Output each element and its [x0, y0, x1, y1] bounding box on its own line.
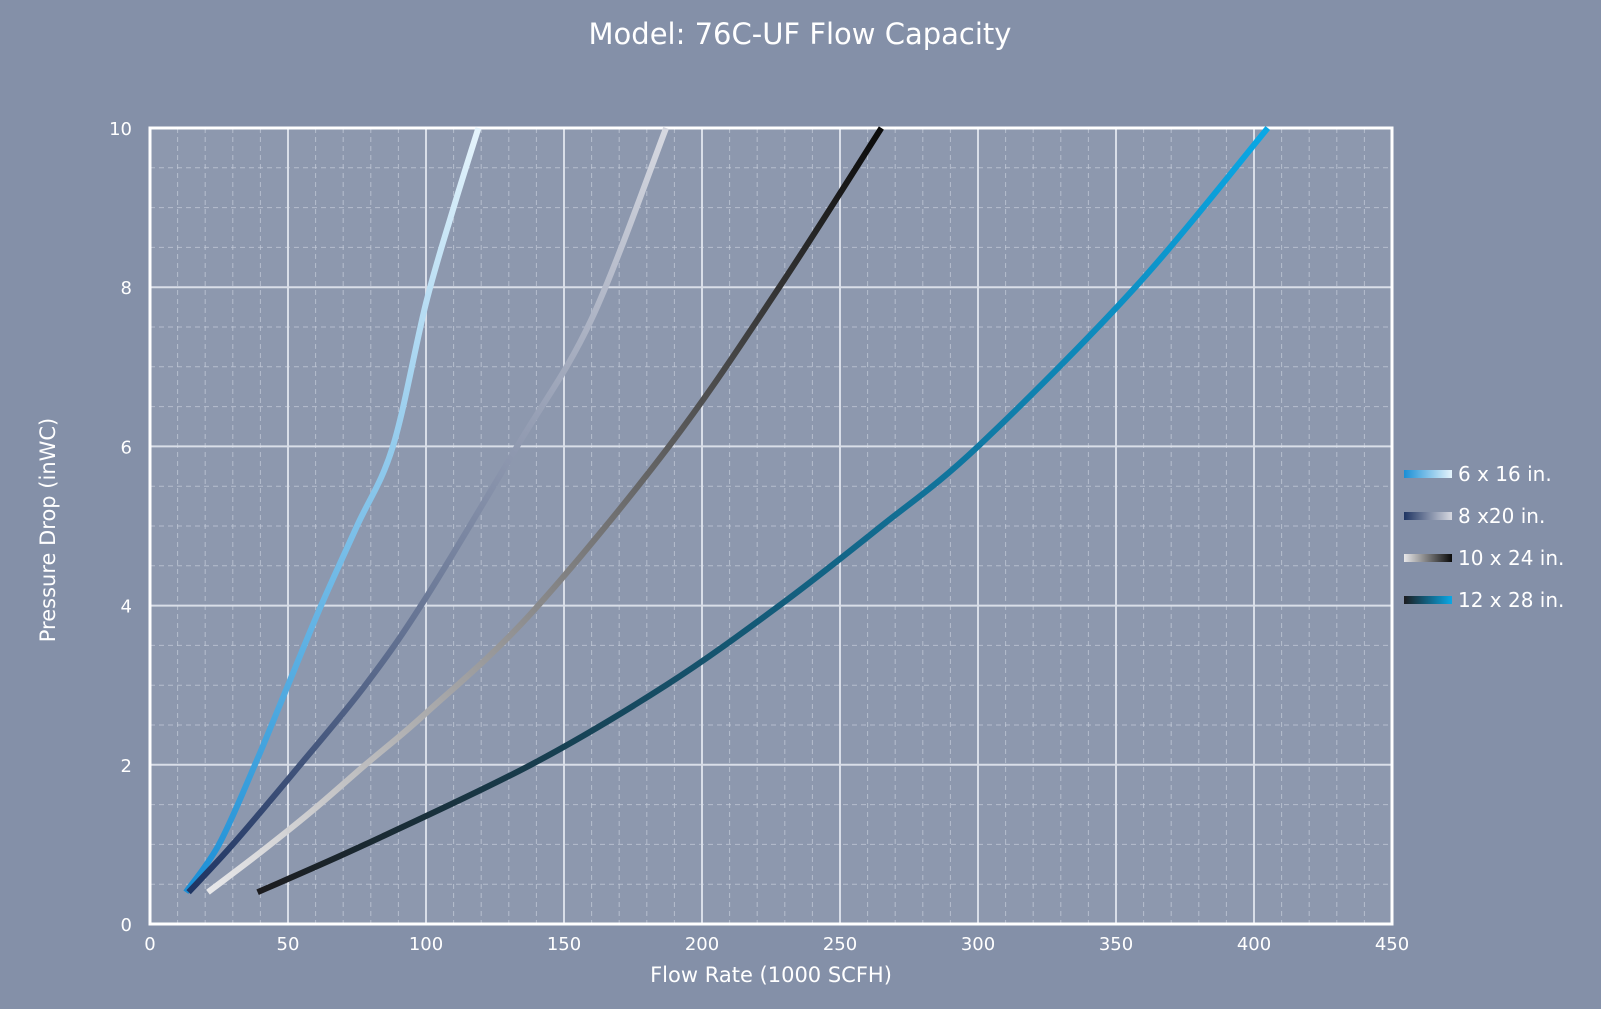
y-tick-label: 8 [121, 278, 132, 299]
y-axis-title: Pressure Drop (inWC) [36, 418, 60, 643]
legend-label: 12 x 28 in. [1458, 588, 1564, 612]
x-tick-label: 100 [409, 934, 443, 955]
y-tick-label: 6 [121, 437, 132, 458]
series-line [186, 126, 669, 895]
legend-label: 10 x 24 in. [1458, 546, 1564, 570]
x-tick-label: 250 [823, 934, 857, 955]
x-tick-label: 400 [1237, 934, 1271, 955]
y-tick-labels: 0 2 4 6 8 10 [109, 119, 132, 936]
legend-swatch [1404, 554, 1452, 562]
chart-title: Model: 76C-UF Flow Capacity [589, 17, 1012, 51]
legend-label: 8 x20 in. [1458, 504, 1545, 528]
x-tick-labels: 0 50 100 150 200 250 300 350 400 450 [144, 934, 1409, 955]
x-tick-label: 200 [685, 934, 719, 955]
y-tick-label: 0 [121, 915, 132, 936]
series-line [183, 127, 482, 894]
plot-frame [148, 126, 1394, 926]
x-tick-label: 150 [547, 934, 581, 955]
x-tick-label: 450 [1375, 934, 1409, 955]
legend-swatch [1404, 596, 1452, 604]
x-tick-label: 0 [144, 934, 155, 955]
legend-swatch [1404, 470, 1452, 478]
legend-label: 6 x 16 in. [1458, 462, 1552, 486]
series-layer [183, 126, 1271, 895]
x-axis-title: Flow Rate (1000 SCFH) [650, 963, 892, 987]
y-tick-label: 2 [121, 756, 132, 777]
series-line [206, 126, 884, 895]
y-tick-label: 4 [121, 597, 132, 618]
series-line [256, 126, 1271, 895]
x-tick-label: 350 [1099, 934, 1133, 955]
legend: 6 x 16 in. 8 x20 in. 10 x 24 in. 12 x 28 in… [1404, 462, 1564, 612]
major-grid [150, 128, 1392, 924]
x-tick-label: 300 [961, 934, 995, 955]
y-tick-label: 10 [109, 119, 132, 140]
legend-swatch [1404, 512, 1452, 520]
x-tick-label: 50 [277, 934, 300, 955]
